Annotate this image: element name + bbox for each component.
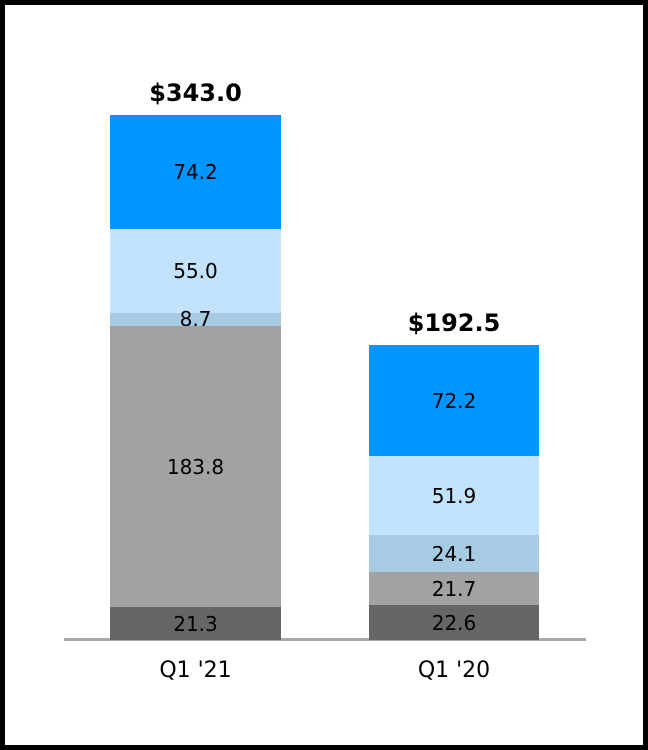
segment-gray: 21.7 xyxy=(369,572,539,606)
segment-value-label: 21.3 xyxy=(173,611,218,636)
x-axis-category-label: Q1 '21 xyxy=(159,658,232,683)
segment-value-label: 74.2 xyxy=(173,159,218,184)
stacked-bar-q1-20: 22.6 21.7 24.1 51.9 72.2 xyxy=(369,345,539,640)
segment-dark-gray: 22.6 xyxy=(369,605,539,640)
segment-dark-gray: 21.3 xyxy=(110,607,281,640)
segment-value-label: 72.2 xyxy=(431,388,477,413)
bar-total-label: $192.5 xyxy=(407,309,501,338)
segment-value-label: 55.0 xyxy=(173,258,218,283)
segment-bright-blue: 74.2 xyxy=(110,115,281,229)
bar-total-label: $343.0 xyxy=(149,79,242,107)
segment-light-blue: 55.0 xyxy=(110,228,281,313)
x-axis-line xyxy=(64,638,586,641)
x-axis-category-label: Q1 '20 xyxy=(417,658,491,683)
segment-value-label: 22.6 xyxy=(431,610,477,635)
segment-value-label: 183.8 xyxy=(166,454,225,479)
stacked-bar-q1-21: 21.3 183.8 8.7 55.0 74.2 xyxy=(110,115,281,640)
segment-steel-blue: 8.7 xyxy=(110,309,281,329)
segment-value-label: 21.7 xyxy=(431,576,477,601)
segment-value-label: 51.9 xyxy=(431,483,477,508)
segment-value-label: 24.1 xyxy=(431,541,477,566)
segment-light-blue: 51.9 xyxy=(369,455,539,536)
segment-bright-blue: 72.2 xyxy=(369,345,539,456)
segment-value-label: 8.7 xyxy=(179,307,212,332)
segment-steel-blue: 24.1 xyxy=(369,535,539,573)
segment-gray: 183.8 xyxy=(110,326,281,608)
